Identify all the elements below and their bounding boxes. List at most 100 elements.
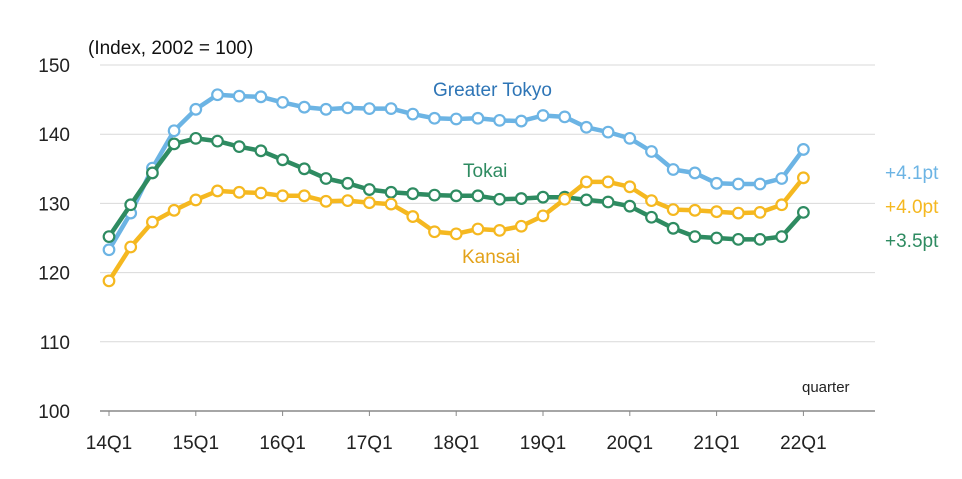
x-tick-label: 14Q1 [86, 433, 132, 454]
change-label-greater-tokyo: +4.1pt [885, 163, 939, 184]
data-point [102, 243, 116, 257]
data-point [167, 124, 181, 138]
series-label-kansai: Kansai [462, 247, 520, 268]
data-point [428, 188, 441, 202]
data-point [753, 232, 767, 246]
data-point [623, 199, 637, 213]
data-point [211, 184, 224, 198]
data-point [623, 180, 637, 194]
data-point [297, 100, 311, 114]
data-point [493, 192, 507, 206]
data-point [536, 109, 550, 122]
data-point [276, 189, 290, 203]
data-point [536, 190, 550, 204]
y-tick-label: 110 [40, 333, 70, 354]
data-point [297, 162, 311, 176]
data-point [276, 153, 290, 167]
data-point [775, 198, 789, 212]
data-point [753, 205, 767, 219]
data-point [406, 187, 420, 201]
unit-label: (Index, 2002 = 100) [88, 38, 253, 59]
data-point [710, 176, 723, 190]
x-tick-label: 20Q1 [607, 433, 653, 454]
x-tick-label: 15Q1 [173, 433, 219, 454]
series-label-tokai: Tokai [463, 161, 507, 182]
y-tick-label: 100 [38, 402, 70, 423]
data-point [124, 240, 138, 254]
data-point [775, 172, 789, 185]
data-point [666, 163, 680, 176]
data-point [580, 193, 593, 207]
data-point [449, 189, 463, 203]
data-point [623, 131, 637, 145]
gridlines [100, 64, 875, 343]
data-point [167, 137, 181, 151]
series-tokai [102, 131, 810, 246]
data-point [319, 102, 333, 116]
data-point [688, 166, 702, 180]
data-point [254, 90, 268, 104]
x-tick-label: 19Q1 [520, 433, 566, 454]
data-point [167, 203, 181, 217]
data-point [319, 172, 333, 185]
data-point [145, 166, 159, 180]
x-tick-label: 18Q1 [433, 433, 479, 454]
data-point [514, 219, 528, 233]
x-axis-title: quarter [802, 379, 850, 396]
data-point [601, 175, 615, 189]
data-point [211, 134, 224, 148]
data-point [731, 177, 745, 191]
data-point [645, 210, 658, 224]
data-point [580, 120, 593, 134]
data-point [232, 89, 246, 103]
x-tick-label: 21Q1 [693, 433, 739, 454]
data-point [363, 196, 376, 210]
data-point [514, 192, 528, 205]
data-point [471, 111, 485, 125]
data-point [124, 198, 138, 212]
data-point [384, 197, 398, 211]
data-point [731, 206, 745, 220]
data-point [254, 144, 268, 158]
data-point [514, 114, 528, 128]
data-point [428, 225, 441, 239]
y-tick-label: 120 [38, 264, 70, 285]
data-point [145, 215, 159, 229]
data-point [710, 205, 723, 219]
data-point [189, 193, 203, 207]
data-point [102, 230, 116, 244]
data-point [363, 183, 376, 196]
data-point [211, 88, 224, 102]
series-greater-tokyo [102, 88, 810, 257]
data-point [449, 227, 463, 241]
data-point [102, 274, 116, 288]
y-tick-label: 130 [38, 194, 70, 215]
data-point [428, 111, 441, 125]
data-point [601, 195, 615, 209]
data-point [797, 205, 810, 219]
data-point [666, 203, 680, 217]
change-label-kansai: +4.0pt [885, 197, 939, 218]
series-lines [102, 88, 810, 288]
data-point [232, 140, 246, 154]
data-point [688, 230, 702, 244]
data-point [645, 194, 658, 208]
data-point [254, 186, 268, 200]
data-point [276, 95, 290, 109]
data-point [384, 185, 398, 199]
y-tick-label: 150 [38, 56, 70, 77]
data-point [493, 113, 507, 127]
data-point [797, 143, 810, 156]
data-point [797, 171, 810, 185]
data-point [558, 110, 572, 124]
x-tick-label: 22Q1 [780, 433, 826, 454]
series-label-greater-tokyo: Greater Tokyo [433, 80, 552, 101]
data-point [341, 101, 355, 115]
data-point [710, 231, 723, 245]
data-point [384, 102, 398, 115]
data-point [731, 232, 745, 246]
data-point [601, 125, 615, 139]
data-point [232, 185, 246, 199]
x-tick-label: 17Q1 [346, 433, 392, 454]
